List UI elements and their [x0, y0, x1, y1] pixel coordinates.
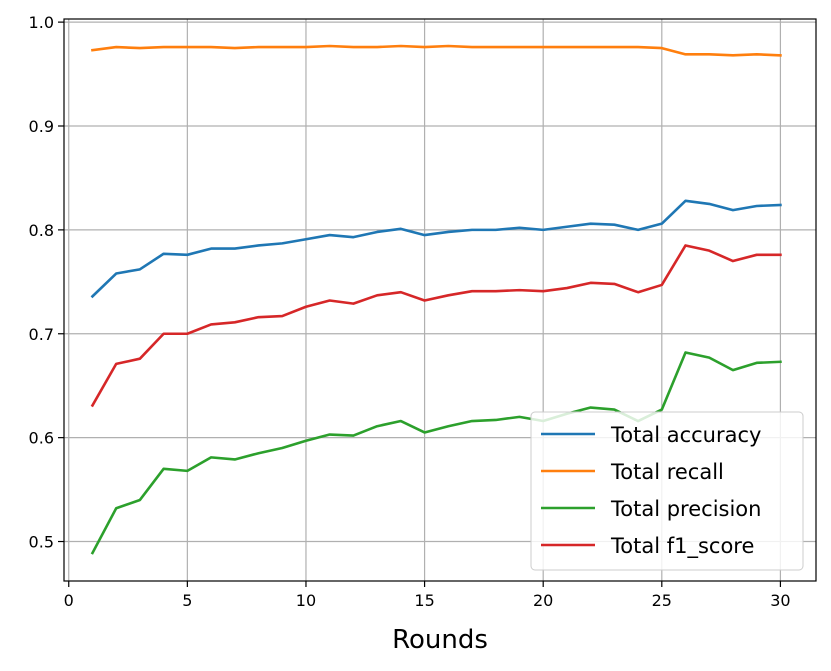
y-tick-label: 0.7	[29, 325, 54, 344]
legend-box	[530, 411, 804, 571]
series-line-1	[91, 44, 782, 57]
series-line-3	[90, 244, 782, 408]
series-line-2	[90, 351, 782, 555]
series-lines	[90, 44, 782, 555]
axis-ticks: 0 5 10 15 20 25 30 0.5 0.6 0.7 0.8 0.9 1.0	[29, 13, 791, 610]
legend: Total accuracy Total recall Total precisio…	[530, 411, 804, 571]
x-tick-label: 15	[414, 591, 434, 610]
series-line-0	[90, 199, 782, 299]
y-tick-label: 0.8	[29, 221, 54, 240]
legend-label-1: Total recall	[610, 460, 724, 484]
x-tick-label: 5	[182, 591, 192, 610]
x-tick-label: 20	[533, 591, 553, 610]
plot-frame	[63, 18, 817, 582]
legend-label-0: Total accuracy	[610, 423, 761, 447]
y-tick-label: 0.6	[29, 429, 54, 448]
x-tick-label: 30	[770, 591, 790, 610]
x-tick-label: 25	[652, 591, 672, 610]
y-tick-label: 1.0	[29, 13, 54, 32]
legend-label-2: Total precision	[610, 497, 761, 521]
grid	[64, 19, 816, 581]
y-tick-label: 0.9	[29, 117, 54, 136]
x-tick-label: 10	[296, 591, 316, 610]
y-tick-label: 0.5	[29, 533, 54, 552]
x-axis-title: Rounds	[392, 625, 488, 655]
legend-label-3: Total f1_score	[610, 534, 754, 559]
x-tick-label: 0	[64, 591, 74, 610]
